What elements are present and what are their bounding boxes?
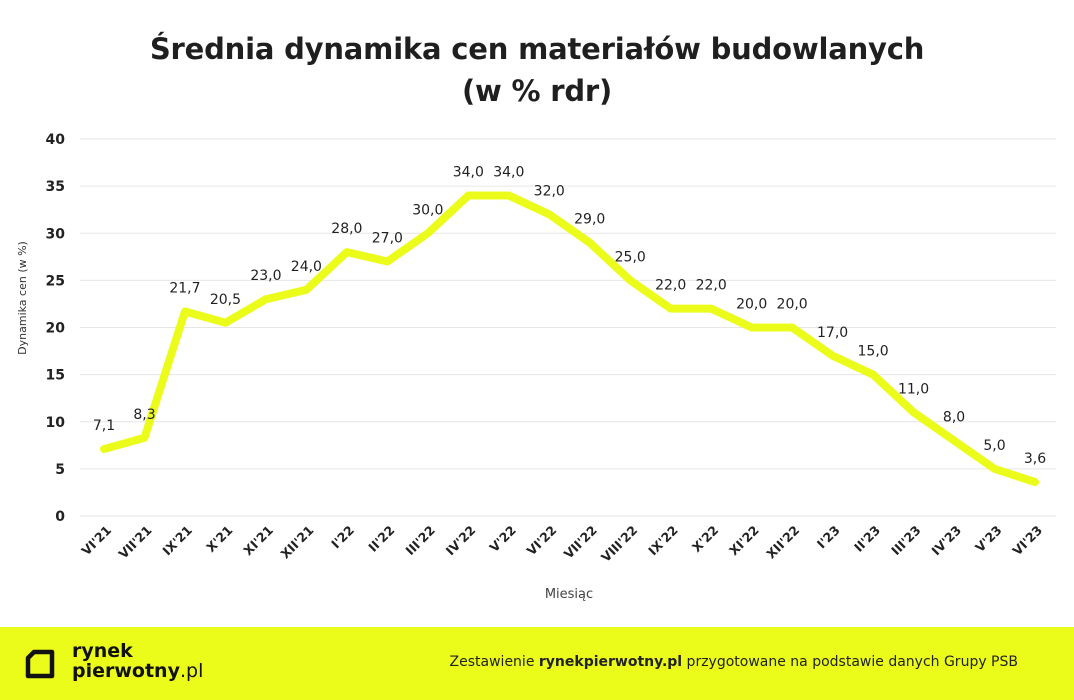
y-tick-label: 0 bbox=[55, 509, 65, 525]
logo-square-icon bbox=[25, 649, 55, 679]
footer-bar: rynek pierwotny.pl Zestawienie rynekpier… bbox=[0, 627, 1074, 700]
grid-lines bbox=[80, 138, 1056, 517]
source-credit: Zestawienie rynekpierwotny.pl przygotowa… bbox=[450, 654, 1018, 670]
logo-line2-rest: .pl bbox=[179, 660, 204, 682]
data-label: 27,0 bbox=[372, 231, 403, 247]
data-label: 22,0 bbox=[696, 278, 727, 294]
x-tick-label: III'23 bbox=[888, 523, 923, 558]
x-tick-label: V'23 bbox=[972, 523, 1004, 555]
data-label: 25,0 bbox=[615, 249, 646, 265]
logo-line2-bold: pierwotny bbox=[72, 660, 180, 682]
y-tick-label: 35 bbox=[46, 179, 65, 195]
data-label: 11,0 bbox=[898, 381, 929, 397]
data-label: 20,0 bbox=[777, 297, 808, 313]
data-label: 5,0 bbox=[983, 438, 1005, 454]
chart-title-line1: Średnia dynamika cen materiałów budowlan… bbox=[149, 32, 925, 66]
logo: rynek pierwotny.pl bbox=[72, 641, 203, 681]
data-label: 17,0 bbox=[817, 325, 848, 341]
data-label: 21,7 bbox=[169, 280, 200, 296]
x-tick-label: III'22 bbox=[402, 523, 437, 558]
data-label: 15,0 bbox=[858, 344, 889, 360]
data-label: 29,0 bbox=[574, 212, 605, 228]
data-label: 24,0 bbox=[291, 259, 322, 275]
x-tick-label: VIII'22 bbox=[598, 523, 640, 565]
logo-line1: rynek bbox=[72, 640, 133, 662]
chart-title-line2: (w % rdr) bbox=[461, 74, 613, 108]
y-tick-label: 5 bbox=[55, 462, 65, 478]
x-tick-label: I'23 bbox=[814, 523, 843, 552]
x-tick-label: VII'22 bbox=[561, 523, 600, 562]
data-label: 28,0 bbox=[331, 221, 362, 237]
data-label: 7,1 bbox=[93, 418, 115, 434]
x-axis-ticks: VI'21 VII'21 IX'21 X'21 XI'21 XII'21 I'22 II'22… bbox=[78, 523, 1045, 565]
x-tick-label: IV'23 bbox=[928, 523, 964, 559]
data-label: 22,0 bbox=[655, 278, 686, 294]
logo-line2: pierwotny.pl bbox=[72, 661, 203, 681]
y-tick-label: 15 bbox=[46, 368, 65, 384]
y-tick-label: 25 bbox=[46, 273, 65, 289]
x-tick-label: V'22 bbox=[486, 523, 518, 555]
x-tick-label: VI'22 bbox=[524, 523, 560, 559]
data-label: 23,0 bbox=[250, 268, 281, 284]
x-tick-label: XII'22 bbox=[763, 523, 802, 562]
credit-prefix: Zestawienie bbox=[449, 654, 539, 670]
y-tick-label: 10 bbox=[46, 415, 66, 431]
y-axis-ticks: 0 5 10 15 20 25 30 35 40 bbox=[46, 132, 66, 525]
data-label: 34,0 bbox=[453, 165, 484, 181]
chart-title: Średnia dynamika cen materiałów budowlan… bbox=[0, 28, 1074, 112]
data-label: 20,0 bbox=[736, 297, 767, 313]
data-labels: 7,1 8,3 21,7 20,5 23,0 24,0 28,0 27,0 30,0 34,0 34… bbox=[93, 165, 1046, 468]
x-tick-label: II'23 bbox=[851, 523, 883, 555]
data-label: 30,0 bbox=[412, 202, 443, 218]
x-tick-label: XI'21 bbox=[240, 523, 276, 559]
x-tick-label: VI'23 bbox=[1009, 523, 1045, 559]
data-label: 8,3 bbox=[133, 407, 155, 423]
x-tick-label: IV'22 bbox=[443, 523, 479, 559]
series-line bbox=[100, 191, 1039, 487]
x-tick-label: XI'22 bbox=[726, 523, 762, 559]
credit-suffix: przygotowane na podstawie danych Grupy P… bbox=[682, 654, 1018, 670]
x-axis-label: Miesiąc bbox=[545, 587, 593, 602]
x-tick-label: X'21 bbox=[203, 523, 235, 555]
credit-site: rynekpierwotny.pl bbox=[538, 654, 683, 670]
x-tick-label: II'22 bbox=[365, 523, 397, 555]
data-label: 20,5 bbox=[210, 292, 241, 308]
x-tick-label: IX'21 bbox=[159, 523, 195, 559]
x-tick-label: I'22 bbox=[328, 523, 357, 552]
series-line-group bbox=[100, 191, 1039, 487]
x-tick-label: VI'21 bbox=[78, 523, 114, 559]
x-tick-label: X'22 bbox=[689, 523, 721, 555]
data-label: 34,0 bbox=[493, 165, 524, 181]
y-tick-label: 40 bbox=[46, 132, 66, 148]
x-tick-label: VII'21 bbox=[116, 523, 155, 562]
data-label: 3,6 bbox=[1024, 451, 1046, 467]
data-label: 8,0 bbox=[943, 410, 965, 426]
y-tick-label: 20 bbox=[46, 321, 66, 337]
x-tick-label: XII'21 bbox=[278, 523, 317, 562]
y-axis-label: Dynamika cen (w %) bbox=[16, 241, 29, 355]
x-tick-label: IX'22 bbox=[645, 523, 681, 559]
data-label: 32,0 bbox=[534, 183, 565, 199]
y-tick-label: 30 bbox=[46, 226, 66, 242]
